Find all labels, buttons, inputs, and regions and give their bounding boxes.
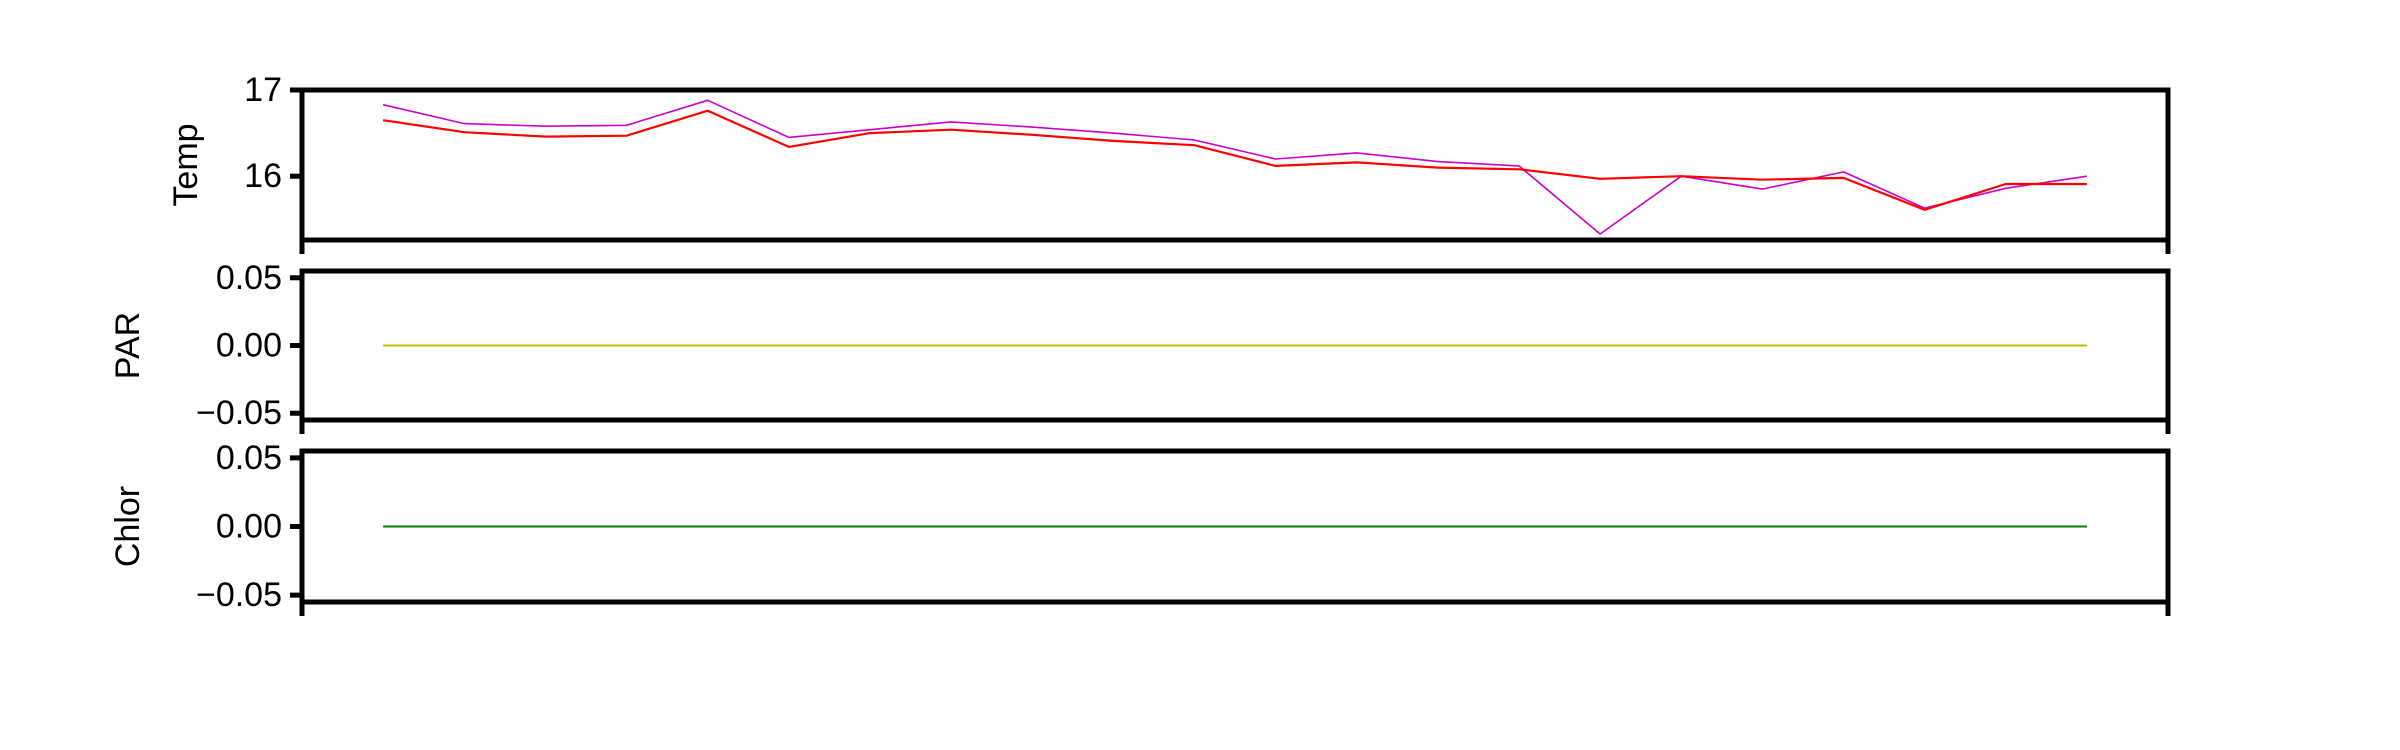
temp-series-1-line	[382, 99, 2088, 235]
par-y-tick-label-2: 0.00	[216, 327, 282, 365]
chlor-y-tick-label-3: 0.05	[216, 439, 282, 477]
temp-y-tick-label-1: 16	[244, 157, 282, 195]
chlor-y-tick-label-2: 0.00	[216, 508, 282, 546]
par-y-axis-label: PAR	[109, 312, 147, 379]
par-y-tick-label-1: −0.05	[196, 394, 282, 432]
temp-series-2-line	[382, 109, 2087, 211]
chlor-y-tick-label-1: −0.05	[196, 576, 282, 614]
temp-y-axis-label: Temp	[167, 123, 205, 206]
temp-axes-frame	[299, 87, 2171, 243]
par-y-tick-label-3: 0.05	[216, 259, 282, 297]
chlor-y-axis-label: Chlor	[109, 486, 147, 567]
temp-y-tick-label-2: 17	[244, 71, 282, 109]
